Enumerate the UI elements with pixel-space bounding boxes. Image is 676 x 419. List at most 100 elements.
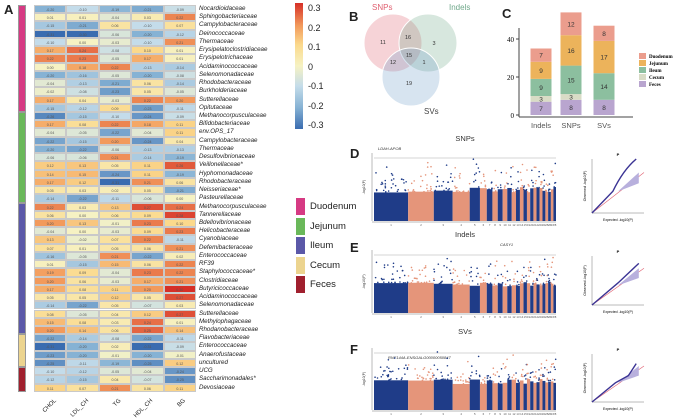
snp-point xyxy=(492,381,495,383)
chromosome-label: 28 xyxy=(553,315,557,319)
snp-point xyxy=(529,376,532,379)
group-bar-jejunum xyxy=(18,111,26,203)
snp-point xyxy=(494,169,497,172)
chromosome-label: 22 xyxy=(536,315,540,319)
heatmap-cell: -0.23 xyxy=(131,103,164,112)
snp-point xyxy=(470,374,472,377)
snp-point xyxy=(490,181,493,183)
snp-point xyxy=(486,282,489,285)
snp-point xyxy=(375,261,378,264)
snp-point xyxy=(410,182,413,185)
heatmap-cell: 0.00 xyxy=(66,210,99,219)
snp-point xyxy=(523,266,525,269)
heatmap-cell: 0.11 xyxy=(131,161,164,170)
snp-point xyxy=(452,268,455,270)
heatmap-cell: -0.13 xyxy=(131,62,164,71)
chromosome-label: 7 xyxy=(489,223,491,227)
chromosome-points-block xyxy=(519,380,524,410)
chromosome-label: 11 xyxy=(508,315,511,319)
snp-point xyxy=(402,178,405,181)
snp-point xyxy=(494,190,497,192)
snp-point xyxy=(555,274,557,276)
snp-point xyxy=(460,376,462,378)
snp-point xyxy=(552,362,555,365)
chromosome-points-block xyxy=(511,192,517,221)
heatmap-cell: 0.06 xyxy=(163,177,196,187)
heatmap-cell: -0.31 xyxy=(98,177,132,187)
snp-point xyxy=(506,270,509,273)
heatmap-cell: -0.21 xyxy=(66,21,99,30)
chromosome-label: 20 xyxy=(530,223,534,227)
snp-point xyxy=(493,187,495,190)
snp-point xyxy=(384,185,387,187)
legend-label: Cecum xyxy=(310,259,341,271)
snp-point xyxy=(526,378,529,380)
row-label: Neisseriaceae* xyxy=(199,186,241,194)
snp-point xyxy=(423,267,426,269)
chromosome-label: 5 xyxy=(474,223,476,227)
snp-point xyxy=(527,183,530,186)
heatmap-cell: 0.22 xyxy=(131,95,164,104)
heatmap-cell: -0.03 xyxy=(98,95,132,104)
chromosome-points-block xyxy=(539,285,543,313)
snp-point xyxy=(440,371,442,374)
snp-point xyxy=(534,282,537,284)
snp-point xyxy=(431,173,433,175)
chromosome-label: 5 xyxy=(474,412,476,416)
row-label: Enterococcaceae xyxy=(199,342,247,350)
snp-point xyxy=(546,266,549,268)
heatmap-cell: 0.13 xyxy=(34,235,67,244)
snp-point xyxy=(528,275,530,278)
chromosome-label: 27 xyxy=(551,223,555,227)
snp-point xyxy=(475,372,478,375)
chromosome-points-block xyxy=(492,383,498,410)
snp-point xyxy=(456,376,459,379)
snp-point xyxy=(379,366,382,368)
snp-point xyxy=(482,281,485,284)
column-label: BG xyxy=(176,397,188,409)
chromosome-label: 3 xyxy=(442,223,444,227)
snp-point xyxy=(532,271,535,274)
snp-point xyxy=(534,166,537,169)
snp-point xyxy=(380,277,383,280)
snp-point xyxy=(446,257,449,260)
heatmap-cell: 0.23 xyxy=(131,268,164,277)
chromosome-points-block xyxy=(479,383,487,410)
row-label: Sutterellaceae xyxy=(199,309,239,317)
snp-point xyxy=(390,186,393,189)
snp-point xyxy=(473,173,476,176)
snp-point xyxy=(537,379,540,381)
snp-point xyxy=(400,178,403,181)
snp-point xyxy=(468,381,470,384)
chromosome-points-block xyxy=(536,188,540,221)
heatmap-cell: 0.13 xyxy=(66,218,99,228)
snp-point xyxy=(455,190,458,192)
row-label: Rhodanobacteraceae xyxy=(199,325,259,333)
bar-segment-jejunum xyxy=(593,40,615,74)
chromosome-label: 7 xyxy=(489,315,491,319)
chromosome-label: 28 xyxy=(553,223,557,227)
chromosome-label: 13 xyxy=(516,223,520,227)
snp-point xyxy=(495,260,498,263)
heatmap-cell: 0.01 xyxy=(66,243,99,252)
snp-point xyxy=(529,270,532,272)
snp-point xyxy=(386,366,388,368)
snp-point xyxy=(536,279,539,281)
snp-point xyxy=(549,379,552,382)
legend-key-jejunum xyxy=(296,217,305,235)
gene-annotation: RNF144A-ENSGALG00000050847 xyxy=(388,355,451,360)
chromosome-points-block xyxy=(523,282,527,313)
snp-point xyxy=(520,279,523,281)
snp-point xyxy=(512,165,514,168)
snp-point xyxy=(532,280,535,282)
snp-point xyxy=(523,185,526,187)
snp-point xyxy=(483,180,486,182)
snp-point xyxy=(424,265,427,267)
snp-point xyxy=(538,377,540,379)
snp-point xyxy=(528,269,530,272)
snp-point xyxy=(540,283,542,286)
snp-point xyxy=(407,275,410,277)
snp-point xyxy=(475,163,478,166)
row-label: Clostridiaceae xyxy=(199,276,239,284)
